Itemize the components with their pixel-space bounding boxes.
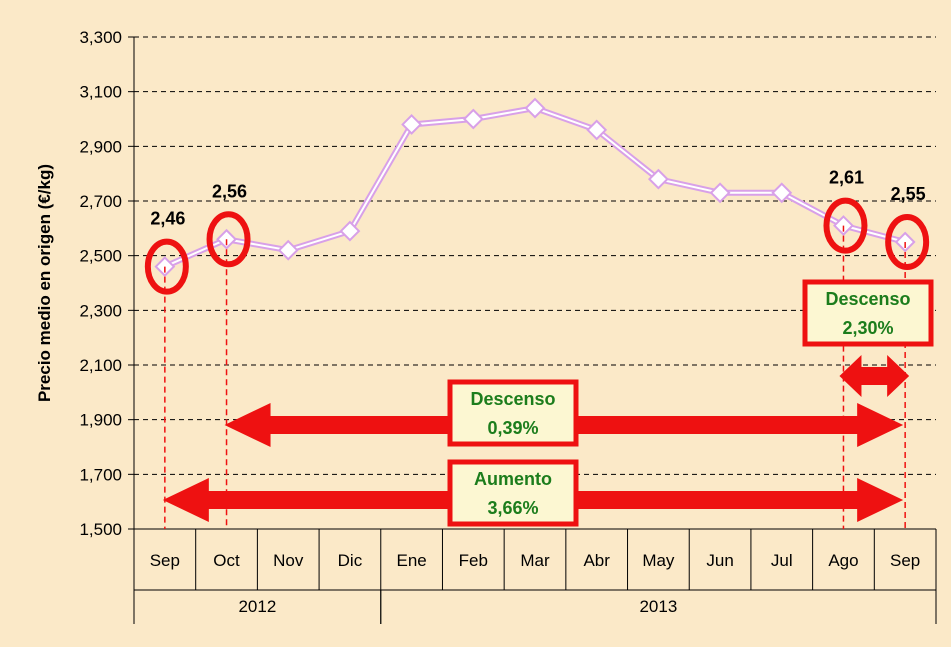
data-point [771,182,793,204]
data-point [647,168,669,190]
y-tick-label: 3,100 [79,83,122,102]
data-point [709,182,731,204]
x-tick-label: Mar [520,551,550,570]
x-tick-label: Oct [213,551,240,570]
highlight-circle [206,211,251,268]
annotation-value: 3,66% [487,498,538,518]
data-point [524,97,546,119]
data-label: 2,56 [212,181,247,201]
y-tick-labels: 3,300 3,100 2,900 2,700 2,500 2,300 2,100 1,900… [79,28,122,539]
x-tick-label: Sep [890,551,920,570]
year-label: 2013 [639,597,677,616]
annotation-box [447,459,579,527]
y-tick-label: 2,500 [79,247,122,266]
data-point [401,114,423,135]
highlight-circle [885,214,930,270]
y-tick-label: 2,300 [79,301,122,320]
x-tick-label: Abr [583,551,610,570]
x-tick-label: Ene [396,551,426,570]
annotation-value: 2,30% [842,318,893,338]
year-label: 2012 [238,597,276,616]
x-tick-label: Sep [150,551,180,570]
x-tick-label: Nov [273,551,304,570]
x-tick-label: Ago [828,551,858,570]
y-tick-label: 2,900 [79,137,122,156]
data-label: 2,61 [829,168,864,188]
data-point [339,220,361,242]
annotation-title: Aumento [474,469,552,489]
highlight-circle [144,238,189,295]
annotation-value: 0,39% [487,418,538,438]
series-line [163,105,906,270]
annotation-box [802,279,934,347]
highlight-circle [823,197,868,254]
annotation-title: Descenso [825,289,910,309]
y-tick-label: 3,300 [79,28,122,47]
y-axis-label: Precio medio en origen (€/kg) [35,164,54,402]
data-label: 2,46 [150,209,185,229]
x-tick-label: May [642,551,675,570]
annotation-title: Descenso [470,389,555,409]
data-point [277,239,299,261]
data-point [462,108,484,130]
annotation-box [447,379,579,447]
y-tick-label: 1,900 [79,411,122,430]
price-series [154,97,916,278]
series-line-inner [164,107,906,268]
x-tick-labels: Sep Oct Nov Dic Ene Feb Mar Abr May Jun Jul Ago Sep 2… [150,551,921,616]
x-tick-label: Dic [338,551,363,570]
y-tick-label: 2,700 [79,192,122,211]
x-tick-label: Jun [706,551,733,570]
axes [128,36,937,624]
x-tick-label: Jul [771,551,793,570]
y-tick-label: 2,100 [79,356,122,375]
y-tick-label: 1,500 [79,520,122,539]
data-label: 2,55 [891,184,926,204]
double-arrow [839,355,910,397]
x-tick-label: Feb [459,551,488,570]
data-point [586,119,608,141]
y-tick-label: 1,700 [79,465,122,484]
annotations: 2,46 2,56 2,61 2,55 Descenso 2,30% Descenso 0,3… [144,168,934,529]
